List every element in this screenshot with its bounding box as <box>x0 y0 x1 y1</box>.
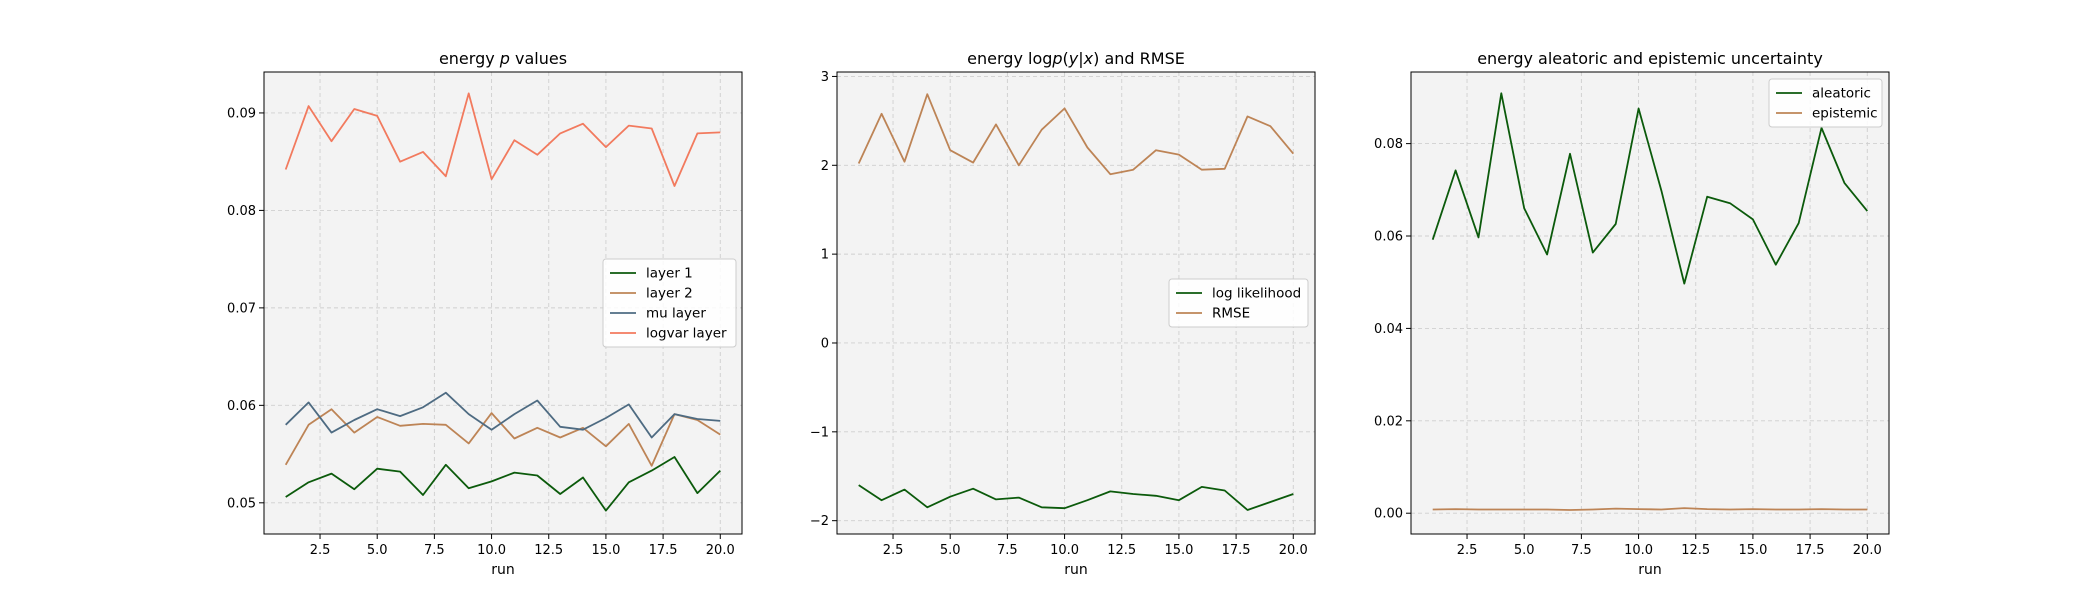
legend-label: epistemic <box>1812 106 1878 122</box>
y-tick-label: 0.02 <box>1374 414 1403 429</box>
series-line-epistemic <box>1432 507 1868 511</box>
x-axis-label: run <box>1064 562 1088 578</box>
legend-label: aleatoric <box>1812 86 1871 102</box>
series-line-aleatoric <box>1431 92 1868 285</box>
axes-frame <box>836 71 1316 535</box>
y-tick-label: −2 <box>810 514 829 529</box>
legend-box <box>602 258 737 348</box>
series-line-layer-1 <box>285 456 721 512</box>
x-tick-label: 17.5 <box>1222 543 1251 558</box>
title-part: y <box>1068 49 1079 68</box>
series-line-rmse <box>857 93 1294 176</box>
y-tick-label: 3 <box>821 70 829 85</box>
x-tick-label: 2.5 <box>1457 543 1478 558</box>
title-part: ) and RMSE <box>1093 49 1185 68</box>
series-line-layer-2 <box>284 408 721 467</box>
legend-box <box>1168 278 1309 328</box>
y-tick-label: 0.08 <box>1374 137 1403 152</box>
legend: log likelihood RMSE <box>1168 278 1309 328</box>
y-tick-label: 0.06 <box>1374 230 1403 245</box>
x-tick-label: 10.0 <box>1624 543 1653 558</box>
title-part: energy aleatoric and epistemic uncertain… <box>1477 49 1823 68</box>
x-tick-label: 15.0 <box>1164 543 1193 558</box>
title-part: p <box>499 49 510 68</box>
chart-panel-2: 2.5 5.0 7.5 10.0 12.5 15.0 17.5 20.0 −2 −1 0 1 2 3 run… <box>810 49 1316 578</box>
y-tick-label: 1 <box>821 248 829 263</box>
series-line-log-likelihood <box>858 484 1294 511</box>
legend-label: logvar layer <box>646 326 727 342</box>
title-part: energy log <box>967 49 1052 68</box>
x-tick-label: 15.0 <box>591 543 620 558</box>
x-tick-label: 5.0 <box>367 543 388 558</box>
axes-frame <box>263 71 743 535</box>
x-tick-label: 20.0 <box>706 543 735 558</box>
x-tick-label: 5.0 <box>1514 543 1535 558</box>
title-part: | <box>1078 49 1083 68</box>
x-tick-label: 15.0 <box>1738 543 1767 558</box>
y-tick-label: 0.00 <box>1374 507 1403 522</box>
x-tick-label: 20.0 <box>1279 543 1308 558</box>
title-part: energy <box>439 49 500 68</box>
chart-title: energy logp(y|x) and RMSE <box>967 49 1185 68</box>
y-tick-label: 0.09 <box>227 106 256 121</box>
x-tick-label: 7.5 <box>424 543 445 558</box>
plot-area <box>1411 72 1889 534</box>
y-tick-label: 0.04 <box>1374 322 1403 337</box>
series-line-mu-layer <box>285 391 721 439</box>
title-part: p <box>1051 49 1062 68</box>
x-tick-label: 7.5 <box>997 543 1018 558</box>
legend-label: RMSE <box>1212 306 1250 322</box>
title-part: x <box>1083 49 1094 68</box>
title-part: ( <box>1063 49 1069 68</box>
x-tick-label: 12.5 <box>534 543 563 558</box>
x-tick-label: 2.5 <box>310 543 331 558</box>
chart-panel-1: 2.5 5.0 7.5 10.0 12.5 15.0 17.5 20.0 0.05 0.06 0.0… <box>227 49 743 578</box>
legend-box <box>1768 78 1883 128</box>
legend: layer 1 layer 2 mu layer logvar layer <box>602 258 737 348</box>
x-tick-label: 20.0 <box>1853 543 1882 558</box>
legend-label: layer 1 <box>646 266 693 282</box>
x-tick-label: 17.5 <box>649 543 678 558</box>
legend-label: mu layer <box>646 306 706 322</box>
legend: aleatoric epistemic <box>1768 78 1883 128</box>
y-tick-label: 2 <box>821 159 829 174</box>
y-tick-label: 0.05 <box>227 496 256 511</box>
x-tick-label: 10.0 <box>1050 543 1079 558</box>
x-axis-label: run <box>491 562 515 578</box>
legend-label: layer 2 <box>646 286 693 302</box>
title-part: values <box>510 49 567 68</box>
y-tick-label: −1 <box>810 425 829 440</box>
y-tick-label: 0.07 <box>227 301 256 316</box>
series-line-logvar-layer <box>284 92 721 187</box>
x-tick-label: 12.5 <box>1107 543 1136 558</box>
x-tick-label: 10.0 <box>477 543 506 558</box>
x-tick-label: 7.5 <box>1571 543 1592 558</box>
x-tick-label: 17.5 <box>1796 543 1825 558</box>
chart-title: energy p values <box>439 49 567 68</box>
x-axis-label: run <box>1638 562 1662 578</box>
y-tick-label: 0 <box>821 336 829 351</box>
legend-label: log likelihood <box>1212 286 1301 302</box>
y-tick-label: 0.06 <box>227 399 256 414</box>
y-tick-label: 0.08 <box>227 204 256 219</box>
axes-frame <box>1410 71 1890 535</box>
x-tick-label: 12.5 <box>1681 543 1710 558</box>
x-tick-label: 2.5 <box>883 543 904 558</box>
chart-panel-3: 2.5 5.0 7.5 10.0 12.5 15.0 17.5 20.0 0.00 0.02 0.0… <box>1374 49 1890 578</box>
chart-title: energy aleatoric and epistemic uncertain… <box>1477 49 1823 68</box>
x-tick-label: 5.0 <box>940 543 961 558</box>
